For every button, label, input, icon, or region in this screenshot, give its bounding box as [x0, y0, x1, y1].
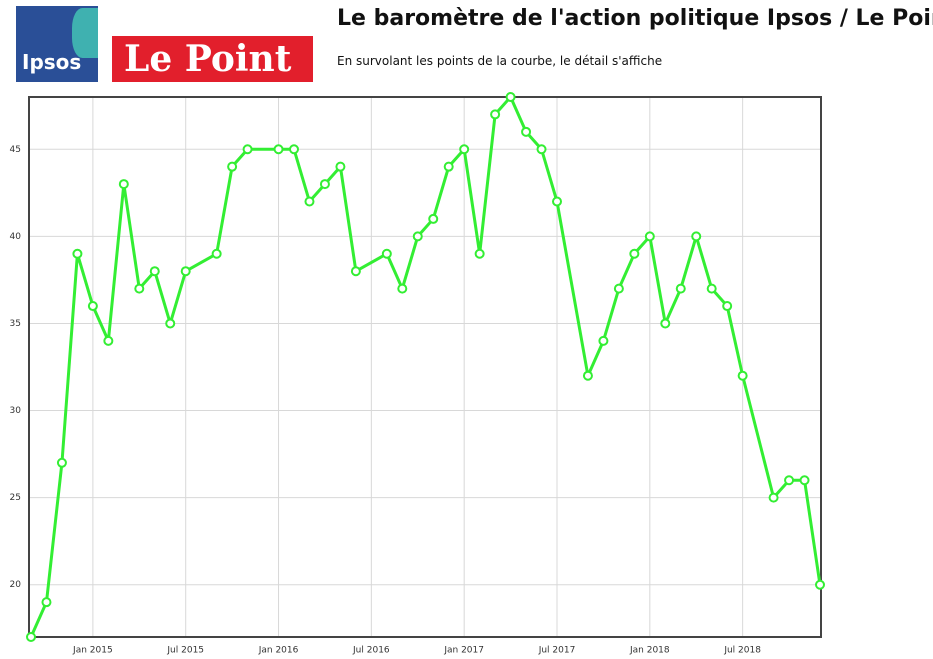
data-point: [41, 597, 52, 608]
lepoint-logo-text: Le Point: [124, 38, 292, 80]
data-point: [613, 283, 624, 294]
data-point: [815, 579, 825, 590]
data-point: [675, 283, 686, 294]
data-point: [289, 144, 299, 155]
data-point: [490, 109, 501, 120]
data-point: [103, 335, 114, 346]
data-point: [536, 144, 547, 155]
data-point: [180, 266, 191, 277]
data-point: [242, 144, 253, 155]
data-point: [26, 632, 36, 642]
y-tick-label: 25: [10, 493, 21, 503]
data-point: [319, 179, 330, 190]
data-point: [660, 318, 671, 329]
x-tick-label: Jul 2015: [166, 646, 204, 656]
y-tick-label: 35: [10, 319, 21, 329]
data-point: [72, 248, 83, 259]
x-tick-label: Jul 2016: [352, 646, 390, 656]
data-point: [598, 335, 609, 346]
plot-background: [29, 97, 821, 637]
data-point: [706, 283, 717, 294]
data-point: [397, 283, 408, 294]
data-point: [165, 318, 176, 329]
data-point: [582, 370, 593, 381]
data-point: [784, 475, 795, 486]
data-point: [459, 144, 470, 155]
data-point: [87, 301, 98, 312]
ipsos-logo: Ipsos: [16, 6, 98, 82]
x-tick-label: Jul 2018: [723, 646, 761, 656]
data-point: [722, 301, 733, 312]
x-tick-label: Jan 2017: [443, 646, 484, 656]
data-point: [381, 248, 392, 259]
data-point: [428, 213, 439, 224]
data-point: [521, 126, 532, 137]
data-point: [350, 266, 361, 277]
data-point: [227, 161, 238, 172]
data-point: [118, 179, 129, 190]
data-point: [505, 92, 516, 102]
y-tick-label: 20: [10, 580, 22, 590]
data-point: [768, 492, 779, 503]
x-tick-label: Jan 2015: [72, 646, 113, 656]
x-tick-label: Jan 2016: [258, 646, 299, 656]
y-tick-label: 45: [10, 145, 21, 155]
data-point: [149, 266, 160, 277]
data-point: [691, 231, 702, 242]
y-tick-label: 40: [10, 232, 22, 242]
data-point: [273, 144, 284, 155]
data-point: [56, 457, 67, 468]
data-point: [211, 248, 222, 259]
data-point: [737, 370, 748, 381]
data-point: [335, 161, 346, 172]
data-point: [474, 248, 485, 259]
data-point: [644, 231, 655, 242]
data-point: [552, 196, 562, 207]
lepoint-logo: Le Point: [112, 36, 313, 82]
x-tick-label: Jan 2018: [629, 646, 670, 656]
plot-border: [28, 96, 822, 638]
y-tick-label: 30: [10, 406, 22, 416]
data-point: [304, 196, 315, 207]
data-point: [799, 475, 810, 486]
x-tick-label: Jul 2017: [538, 646, 576, 656]
ipsos-logo-text: Ipsos: [22, 50, 82, 74]
data-point: [629, 248, 640, 259]
data-point: [134, 283, 145, 294]
chart-subtitle: En survolant les points de la courbe, le…: [337, 54, 663, 68]
data-point: [443, 161, 454, 172]
chart-title: Le baromètre de l'action politique Ipsos…: [337, 6, 933, 31]
data-point: [412, 231, 423, 242]
